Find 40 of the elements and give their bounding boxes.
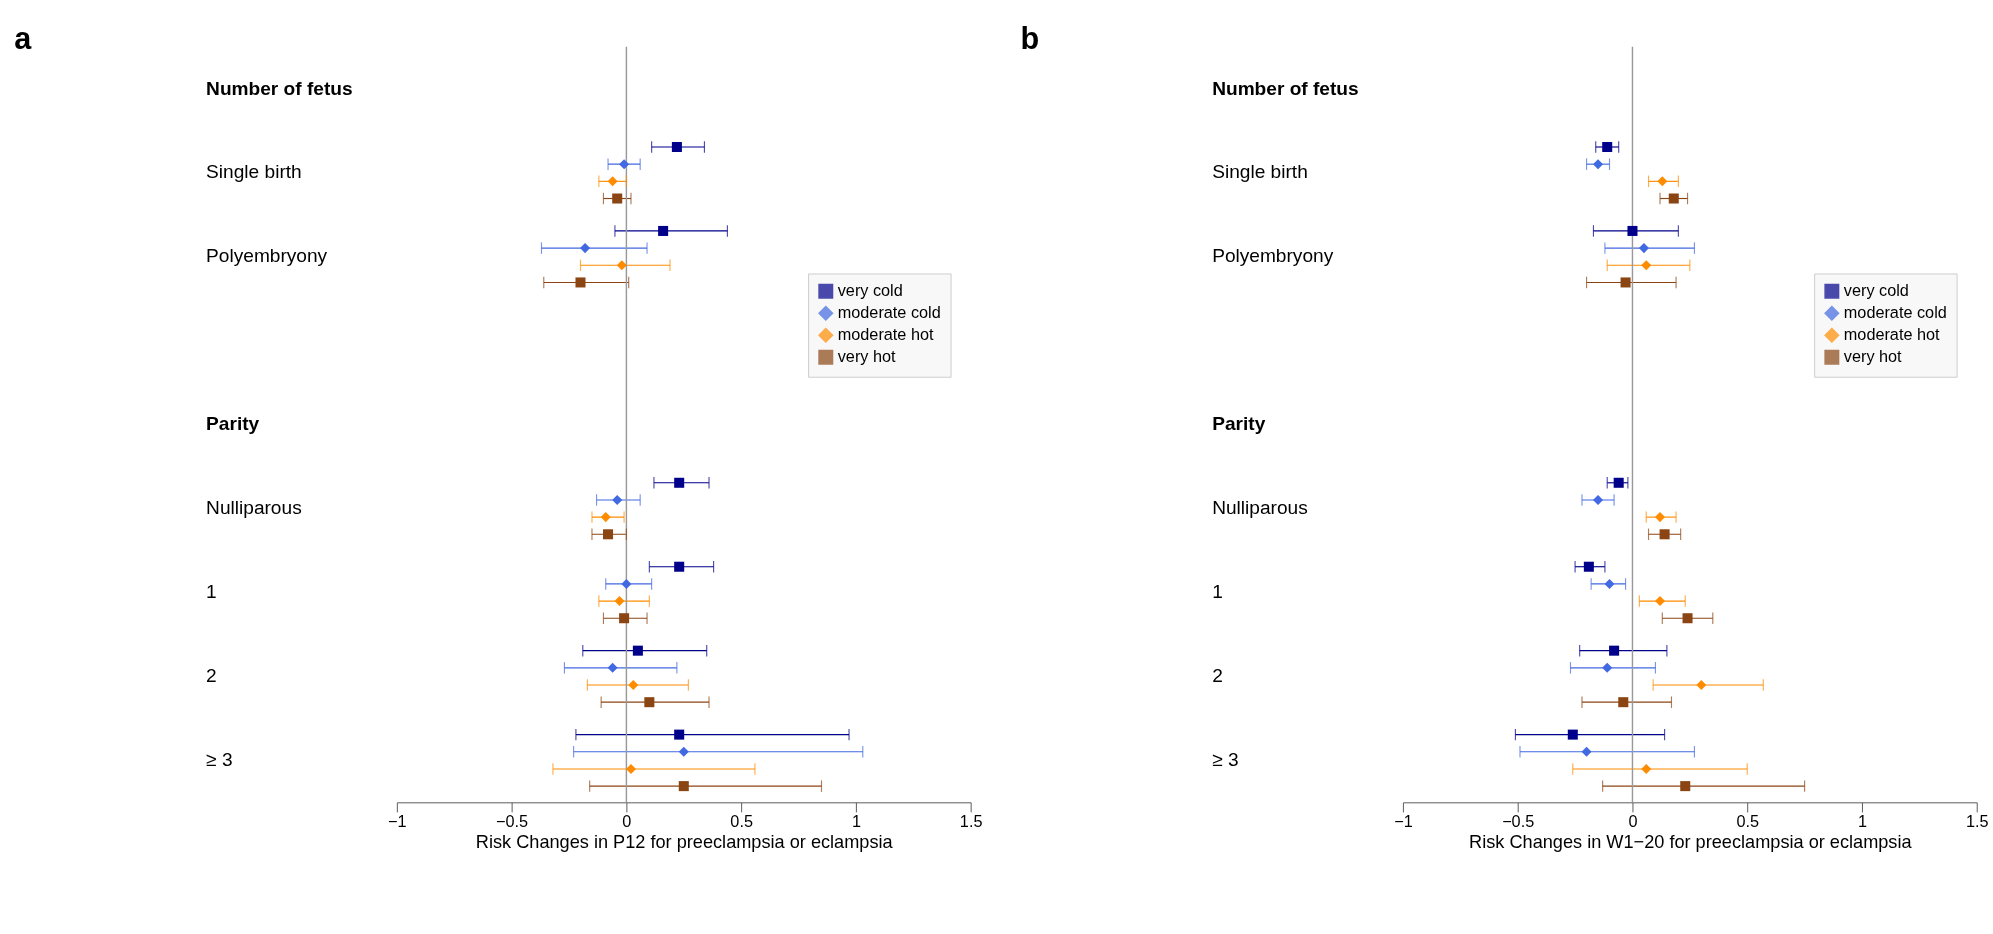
x-tick-label: 1.5 [959,811,983,830]
y-tick-label: Parity [1212,413,1266,435]
y-tick-label: Parity [206,413,260,435]
text: b [1020,20,1040,55]
x-tick-label: 0.5 [730,811,753,830]
text: a [14,20,33,55]
y-tick-label: Nulliparous [1212,497,1308,519]
y-tick-label: Single birth [206,161,302,183]
x-tick-label: 1.5 [1965,811,1989,830]
legend-label: moderate cold [1843,302,1947,321]
x-tick-label: −1 [1394,811,1413,830]
y-tick-label: Polyembryony [1212,245,1334,267]
x-tick-label: −0.5 [496,811,529,830]
y-tick-label: ≥ 3 [1212,749,1239,771]
y-tick-label: 2 [206,665,217,687]
x-axis-title: Risk Changes in W1−20 for preeclampsia or eclampsia [1469,831,1913,852]
x-tick-label: 0 [1628,811,1638,830]
x-tick-label: 1 [851,811,861,830]
legend-label: moderate hot [837,324,934,343]
legend-label: moderate cold [837,302,941,321]
x-tick-label: −0.5 [1502,811,1535,830]
y-tick-label: ≥ 3 [206,749,233,771]
y-tick-label: Number of fetus [1212,77,1359,99]
y-tick-label: 1 [206,581,217,603]
y-tick-label: Single birth [1212,161,1308,183]
y-tick-label: Nulliparous [206,497,302,519]
legend-label: moderate hot [1843,324,1941,343]
legend-label: very cold [837,280,903,299]
x-tick-label: 0 [622,811,632,830]
legend-label: very hot [837,346,897,365]
y-tick-label: Number of fetus [206,77,353,99]
y-tick-label: Polyembryony [206,245,328,267]
y-tick-label: 1 [1212,581,1223,603]
y-tick-label: 2 [1212,665,1223,687]
legend-label: very hot [1843,346,1903,365]
x-tick-label: 1 [1857,811,1867,830]
x-tick-label: 0.5 [1736,811,1759,830]
legend-label: very cold [1843,280,1909,299]
x-axis-title: Risk Changes in P12 for preeclampsia or eclampsia [475,831,894,852]
x-tick-label: −1 [388,811,407,830]
